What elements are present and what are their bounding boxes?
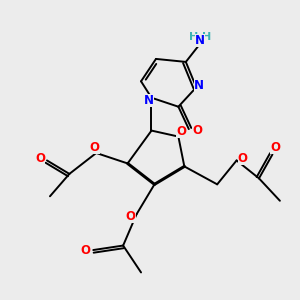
Text: H: H xyxy=(202,32,212,41)
Text: O: O xyxy=(270,141,280,154)
Text: O: O xyxy=(35,152,45,165)
Text: O: O xyxy=(176,125,186,138)
Text: N: N xyxy=(194,79,204,92)
Text: O: O xyxy=(90,140,100,154)
Text: O: O xyxy=(126,210,136,223)
Text: O: O xyxy=(238,152,248,165)
Text: O: O xyxy=(192,124,202,137)
Text: H: H xyxy=(189,32,198,41)
Text: N: N xyxy=(144,94,154,107)
Text: O: O xyxy=(81,244,91,257)
Text: N: N xyxy=(195,34,205,47)
